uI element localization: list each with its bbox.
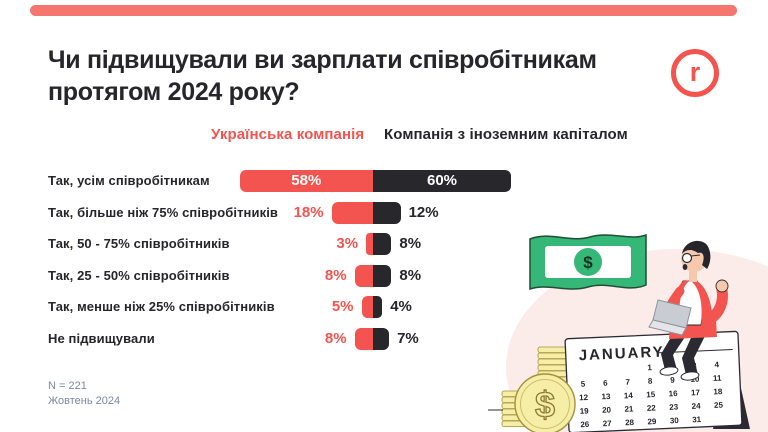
value-ukrainian-company: 8%: [324, 266, 347, 284]
bar-ukrainian-company: [354, 327, 373, 350]
bar-foreign-company: [373, 296, 383, 318]
category-label: Так, менше ніж 25% співробітників: [48, 299, 275, 314]
value-ukrainian-company: 18%: [293, 203, 324, 221]
value-foreign-company: 8%: [399, 266, 422, 284]
page-title: Чи підвищували ви зарплати співробітника…: [48, 44, 597, 108]
category-label: Так, 50 - 75% співробітників: [48, 236, 230, 251]
calendar-day: 26: [580, 420, 590, 429]
value-foreign-company: 8%: [399, 235, 422, 252]
calendar-day: 11: [713, 374, 722, 383]
bar-ukrainian-company: [354, 264, 373, 287]
calendar-month: JANUARY: [578, 344, 665, 365]
top-accent-bar: [30, 5, 737, 16]
bar-foreign-company: [373, 201, 401, 224]
bar-ukrainian-company: [366, 233, 373, 255]
legend-ukrainian-company: Українська компанія: [211, 126, 365, 143]
calendar-day: 12: [579, 393, 589, 402]
calendar-icon: JANUARY 12345678910111213141516171819202…: [564, 330, 743, 432]
category-label: Так, 25 - 50% співробітників: [48, 267, 230, 283]
chart-row: Так, усім співробітникам 58% 60%: [0, 170, 768, 192]
calendar-day: 16: [668, 389, 678, 398]
calendar-day: 31: [692, 415, 702, 424]
calendar-day: 13: [601, 392, 611, 401]
category-label: Так, усім співробітникам: [48, 173, 210, 188]
calendar-day: 20: [602, 405, 612, 414]
legend-foreign-company: Компанія з іноземним капіталом: [384, 126, 628, 143]
brand-logo: r: [671, 49, 719, 97]
value-ukrainian-company: 8%: [324, 329, 347, 347]
bar-ukrainian-company: [331, 201, 373, 224]
calendar-day: 19: [580, 406, 590, 415]
calendar-day: 24: [691, 401, 701, 410]
calendar-day: 15: [646, 390, 656, 399]
title-line-1: Чи підвищували ви зарплати співробітника…: [48, 46, 597, 74]
calendar-day: 22: [647, 403, 657, 412]
calendar-day: 6: [603, 379, 608, 388]
calendar-day: 27: [603, 419, 613, 428]
bar-ukrainian-company: [361, 296, 373, 318]
chart-row: Не підвищували 8% 7%: [0, 327, 768, 350]
dollar-bill-icon: $: [529, 233, 647, 291]
bar-ukrainian-company: 58%: [239, 170, 373, 192]
bar-foreign-company: 60%: [373, 170, 511, 192]
bar-foreign-company: [373, 264, 392, 287]
value-foreign-company: 60%: [426, 172, 458, 189]
calendar-day: 5: [581, 379, 586, 388]
bill-dollar-sign: $: [583, 253, 593, 272]
brand-logo-letter: r: [689, 56, 701, 87]
calendar-day: 14: [624, 391, 634, 400]
calendar-day: 1: [647, 363, 652, 372]
value-foreign-company: 7%: [397, 329, 419, 347]
calendar-day: 8: [648, 377, 653, 386]
calendar-day: 28: [625, 418, 635, 427]
chart-row: Так, 25 - 50% співробітників 8% 8%: [0, 264, 768, 287]
value-ukrainian-company: 58%: [291, 172, 322, 189]
coin-dollar-sign: $: [535, 384, 555, 425]
calendar-day: 9: [670, 376, 675, 385]
chart-row: Так, 50 - 75% співробітників 3% 8%: [0, 233, 768, 255]
sample-size: N = 221: [48, 380, 87, 392]
calendar-day: 4: [714, 360, 719, 369]
survey-date: Жовтень 2024: [48, 395, 121, 407]
value-ukrainian-company: 5%: [331, 298, 354, 315]
calendar-day: 21: [624, 404, 634, 413]
calendar-day: 17: [691, 388, 701, 397]
glasses-icon: [681, 252, 693, 264]
person-illustration: [648, 240, 729, 381]
category-label: Не підвищували: [48, 330, 155, 346]
dollar-coin-icon: $: [514, 373, 576, 432]
value-ukrainian-company: 3%: [336, 235, 359, 252]
value-foreign-company: 12%: [408, 203, 439, 221]
footnote: N = 221 Жовтень 2024: [48, 379, 120, 409]
category-label: Так, більше ніж 75% співробітників: [48, 204, 278, 220]
bar-foreign-company: [373, 327, 390, 350]
calendar-day: 23: [669, 402, 679, 411]
calendar-day: 18: [713, 387, 723, 396]
calendar-days: 1234567891011121314151617181920212223242…: [579, 360, 724, 429]
calendar-day: 25: [714, 400, 724, 409]
calendar-day: 7: [625, 378, 630, 387]
title-line-2: протягом 2024 року?: [48, 78, 300, 106]
value-foreign-company: 4%: [390, 298, 412, 315]
chart-row: Так, менше ніж 25% співробітників 5% 4%: [0, 296, 768, 318]
calendar-day: 29: [647, 417, 657, 426]
calendar-day: 30: [670, 416, 680, 425]
chart-row: Так, більше ніж 75% співробітників 18% 12%: [0, 201, 768, 224]
bar-foreign-company: [373, 233, 392, 255]
illustration: $ JANUARY 123456789101112131415161718192…: [488, 233, 768, 432]
